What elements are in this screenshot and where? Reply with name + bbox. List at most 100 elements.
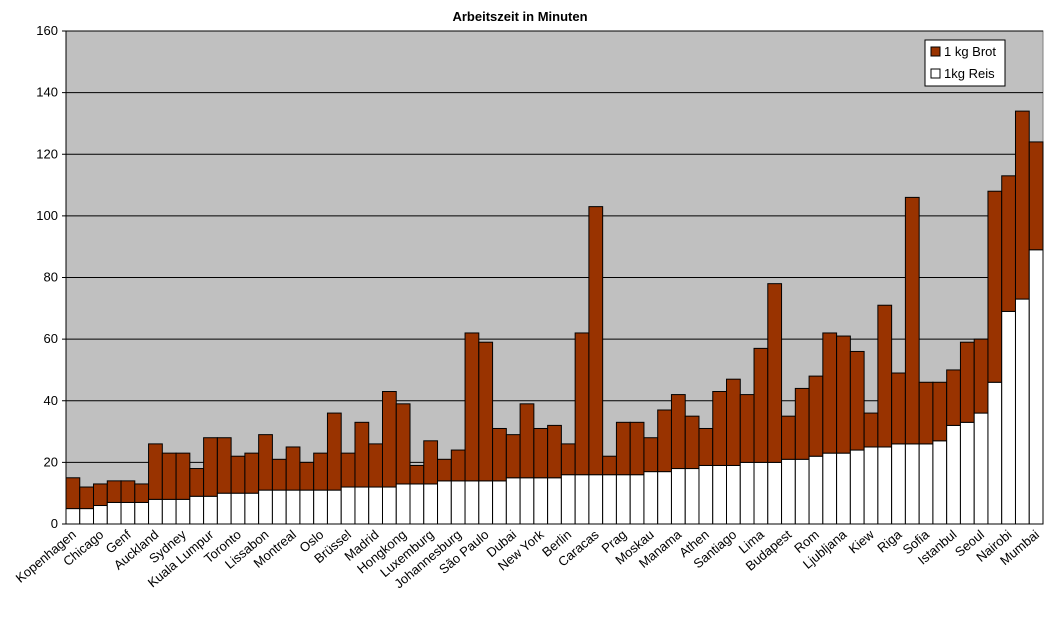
bar-segment xyxy=(602,474,617,525)
bar-segment xyxy=(739,394,755,463)
bar-segment xyxy=(712,464,728,525)
bar-segment xyxy=(79,508,95,525)
bar-segment xyxy=(822,332,838,454)
bar-segment xyxy=(891,443,906,525)
bar-segment xyxy=(409,464,425,485)
bar-segment xyxy=(932,381,948,442)
bar-segment xyxy=(863,446,879,525)
bar-segment xyxy=(588,206,604,476)
bar-segment xyxy=(134,483,150,503)
bar-segment xyxy=(767,461,783,525)
bar-segment xyxy=(615,474,631,525)
bar-segment xyxy=(519,477,535,525)
bar-segment xyxy=(863,412,879,448)
bar-segment xyxy=(313,452,328,491)
bar-segment xyxy=(340,452,356,488)
bar-segment xyxy=(368,443,383,488)
bar-segment xyxy=(629,474,645,525)
bar-segment xyxy=(519,403,535,479)
bar-segment xyxy=(959,421,975,525)
bar-segment xyxy=(684,415,700,470)
bar-segment xyxy=(93,483,108,507)
bar-segment xyxy=(794,458,810,525)
legend-swatch xyxy=(930,46,941,57)
y-tick-label: 60 xyxy=(44,331,58,346)
bar-segment xyxy=(464,332,480,482)
bar-segment xyxy=(657,471,672,525)
bar-segment xyxy=(726,378,741,466)
bar-segment xyxy=(574,332,590,476)
bar-segment xyxy=(409,483,425,525)
bar-segment xyxy=(505,434,521,479)
bar-segment xyxy=(987,190,1003,383)
bar-segment xyxy=(65,477,81,510)
bar-segment xyxy=(230,455,246,494)
bar-segment xyxy=(602,455,617,476)
legend-label: 1 kg Brot xyxy=(944,44,996,59)
legend-label: 1kg Reis xyxy=(944,66,995,81)
bar-segment xyxy=(203,437,218,497)
bar-segment xyxy=(216,492,232,525)
bar-segment xyxy=(478,341,494,482)
bar-segment xyxy=(767,283,783,463)
bar-segment xyxy=(877,446,893,525)
bar-segment xyxy=(1001,310,1016,525)
bar-segment xyxy=(698,427,714,466)
bar-segment xyxy=(629,421,645,476)
bar-segment xyxy=(836,335,851,454)
bar-segment xyxy=(1001,175,1016,312)
bar-segment xyxy=(615,421,631,476)
bar-segment xyxy=(808,455,824,525)
bar-segment xyxy=(560,443,576,476)
bar-segment xyxy=(643,471,659,525)
y-tick-label: 120 xyxy=(36,146,58,161)
bar-segment xyxy=(368,486,383,525)
bar-segment xyxy=(492,427,507,482)
bar-segment xyxy=(698,464,714,525)
bar-segment xyxy=(65,508,81,525)
bar-segment xyxy=(120,480,136,503)
bar-segment xyxy=(134,501,150,525)
bar-segment xyxy=(326,489,342,525)
bar-segment xyxy=(313,489,328,525)
bar-segment xyxy=(230,492,246,525)
bar-segment xyxy=(505,477,521,525)
y-tick-label: 80 xyxy=(44,270,58,285)
bar-segment xyxy=(437,458,452,482)
bar-segment xyxy=(216,437,232,494)
bar-segment xyxy=(547,424,562,479)
bar-segment xyxy=(106,480,122,503)
bar-segment xyxy=(93,505,108,525)
bar-segment xyxy=(794,387,810,460)
bar-segment xyxy=(423,440,439,485)
bar-segment xyxy=(739,461,755,525)
x-tick-label: Kiew xyxy=(846,526,878,556)
bar-segment xyxy=(560,474,576,525)
bar-segment xyxy=(148,443,163,500)
bar-segment xyxy=(849,350,865,451)
bar-segment xyxy=(161,452,177,500)
bar-segment xyxy=(175,498,191,525)
bar-segment xyxy=(547,477,562,525)
bar-segment xyxy=(753,461,769,525)
legend-swatch xyxy=(930,68,941,79)
bar-segment xyxy=(354,421,370,488)
bar-segment xyxy=(285,489,301,525)
bar-segment xyxy=(918,381,934,445)
bar-segment xyxy=(203,495,218,525)
y-tick-label: 100 xyxy=(36,208,58,223)
bar-segment xyxy=(395,403,411,485)
bar-segment xyxy=(79,486,95,510)
bar-segment xyxy=(258,489,273,525)
bar-segment xyxy=(1014,110,1030,300)
y-tick-label: 140 xyxy=(36,85,58,100)
bar-segment xyxy=(189,495,205,525)
bar-segment xyxy=(946,424,961,525)
bar-segment xyxy=(533,477,549,525)
bar-segment xyxy=(244,492,260,525)
bar-segment xyxy=(670,468,686,525)
bar-segment xyxy=(657,409,672,473)
bar-segment xyxy=(891,372,906,445)
chart-title: Arbeitszeit in Minuten xyxy=(452,9,587,24)
